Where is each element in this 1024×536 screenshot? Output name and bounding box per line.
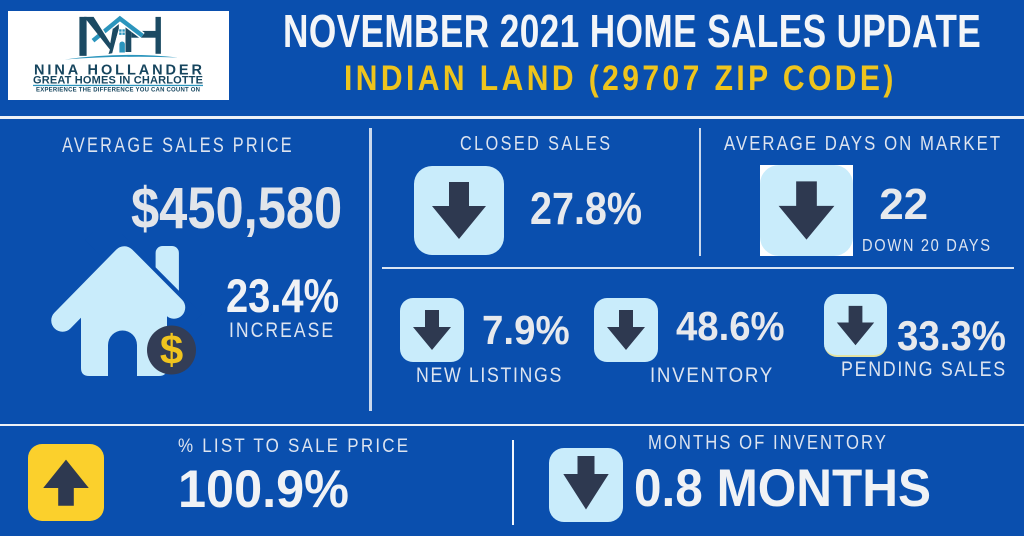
svg-text:NINA HOLLANDER: NINA HOLLANDER [34, 63, 203, 79]
svg-text:$: $ [160, 326, 183, 373]
svg-text:GREAT HOMES IN CHARLOTTE: GREAT HOMES IN CHARLOTTE [33, 75, 203, 87]
svg-text:EXPERIENCE THE DIFFERENCE YOU: EXPERIENCE THE DIFFERENCE YOU CAN COUNT … [36, 88, 200, 94]
